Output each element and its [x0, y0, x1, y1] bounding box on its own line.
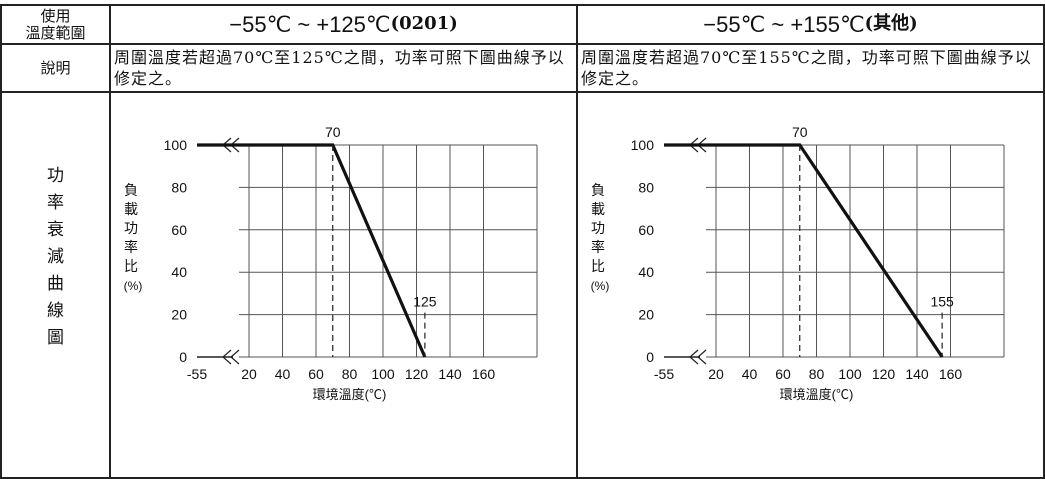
chart-cell-other: 0 20 40 60 80 100 -55 20 40 60 80 100 120 140 160 環境溫度(…	[576, 91, 1045, 479]
x-axis-label: 環境溫度(℃)	[780, 387, 854, 402]
x-tick-label: 100	[838, 366, 862, 382]
label-description: 說明	[0, 43, 111, 93]
y-tick-label: 80	[171, 179, 187, 195]
row-description: 說明 周圍溫度若超過70℃至125℃之間，功率可照下圖曲線予以修定之。 周圍溫度…	[0, 43, 1045, 93]
y-axis-label-char: 載	[124, 201, 138, 217]
x-tick-label: 80	[809, 366, 825, 382]
y-axis-label-char: 負	[591, 182, 605, 198]
y-axis-label-char: 功	[124, 220, 138, 236]
y-tick-label: 40	[171, 264, 187, 280]
label-line: 使用	[40, 6, 71, 25]
row-derating-curve: 功 率 衰 減 曲 線 圖 0 20 40 60 80 100 -55 20 40 60 80 100…	[0, 91, 1045, 479]
y-axis-label-char: 率	[124, 239, 138, 255]
y-axis-label-char: 載	[591, 201, 605, 217]
label-char: 線	[47, 301, 64, 321]
x-tick-label: 20	[708, 366, 724, 382]
range-value: −55℃ ~ +125℃	[229, 11, 391, 37]
x-tick-label: 80	[342, 366, 358, 382]
y-tick-label: 40	[638, 264, 654, 280]
description-0201: 周圍溫度若超過70℃至125℃之間，功率可照下圖曲線予以修定之。	[109, 43, 578, 93]
y-tick-label: 0	[646, 349, 654, 365]
y-tick-label: 60	[171, 222, 187, 238]
x-tick-label: -55	[187, 366, 207, 382]
x-tick-label: 20	[241, 366, 257, 382]
y-tick-label: 20	[171, 307, 187, 323]
y-axis-label-char: 率	[591, 239, 605, 255]
y-tick-label: 100	[631, 137, 655, 153]
x-tick-label: 160	[472, 366, 496, 382]
x-tick-label: 140	[905, 366, 929, 382]
axis-break-mark	[230, 349, 240, 365]
x-tick-label: 100	[371, 366, 395, 382]
label-temperature-range: 使用 溫度範圍	[0, 4, 111, 45]
y-axis-label-char: (%)	[124, 279, 143, 293]
y-tick-label: 20	[638, 307, 654, 323]
x-axis-label: 環境溫度(℃)	[313, 387, 387, 402]
x-tick-label: 60	[308, 366, 324, 382]
annotation-label: 155	[930, 294, 954, 310]
y-axis-label-char: 負	[124, 182, 138, 198]
chart-cell-0201: 0 20 40 60 80 100 -55 20 40 60 80 100 120 140 160 環境溫度(…	[109, 91, 578, 479]
axis-break-mark	[697, 349, 707, 365]
x-tick-label: -55	[654, 366, 674, 382]
label-char: 衰	[47, 220, 64, 240]
derating-chart-other: 0 20 40 60 80 100 -55 20 40 60 80 100 120 140 160 環境溫度(…	[591, 124, 1005, 402]
derating-curve	[664, 143, 944, 358]
x-tick-label: 40	[742, 366, 758, 382]
y-axis-label-char: 功	[591, 220, 605, 236]
y-axis-label-char: (%)	[591, 279, 610, 293]
label-char: 功	[47, 166, 64, 186]
x-tick-label: 120	[872, 366, 896, 382]
label-char: 減	[47, 247, 64, 267]
x-tick-label: 140	[438, 366, 462, 382]
annotation-label: 125	[413, 294, 437, 310]
label-line: 溫度範圍	[25, 23, 86, 42]
range-suffix: (0201)	[390, 12, 458, 34]
x-tick-label: 40	[275, 366, 291, 382]
row-temperature-range: 使用 溫度範圍 −55℃ ~ +125℃(0201) −55℃ ~ +155℃(…	[0, 4, 1045, 45]
range-0201: −55℃ ~ +125℃(0201)	[109, 4, 578, 45]
derating-chart-0201: 0 20 40 60 80 100 -55 20 40 60 80 100 120 140 160 環境溫度(…	[124, 124, 538, 402]
x-tick-label: 120	[405, 366, 429, 382]
label-char: 曲	[47, 274, 64, 294]
derating-spec-table: 使用 溫度範圍 −55℃ ~ +125℃(0201) −55℃ ~ +155℃(…	[0, 4, 1045, 479]
derating-curve	[197, 143, 427, 358]
label-derating-curve: 功 率 衰 減 曲 線 圖	[0, 91, 111, 479]
description-other: 周圍溫度若超過70℃至155℃之間，功率可照下圖曲線予以修定之。	[576, 43, 1045, 93]
annotation-label: 70	[792, 124, 808, 140]
y-tick-label: 60	[638, 222, 654, 238]
label-char: 率	[47, 193, 64, 213]
y-tick-label: 80	[638, 179, 654, 195]
range-suffix: (其他)	[864, 12, 918, 34]
x-tick-label: 160	[939, 366, 963, 382]
y-tick-label: 0	[179, 349, 187, 365]
annotation-label: 70	[325, 124, 341, 140]
axis-break-mark	[689, 349, 699, 365]
axis-break-mark	[222, 349, 232, 365]
y-tick-label: 100	[164, 137, 188, 153]
label-char: 圖	[47, 328, 64, 348]
y-axis-label-char: 比	[124, 258, 138, 274]
y-axis-label-char: 比	[591, 258, 605, 274]
range-value: −55℃ ~ +155℃	[703, 11, 865, 37]
x-tick-label: 60	[775, 366, 791, 382]
range-other: −55℃ ~ +155℃(其他)	[576, 4, 1045, 45]
